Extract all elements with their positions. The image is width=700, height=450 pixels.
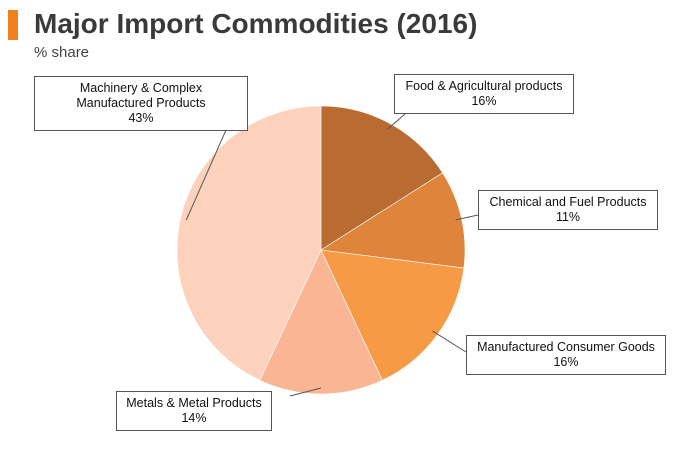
leader-line-chemical-fuel: [455, 214, 479, 221]
chart-title: Major Import Commodities (2016): [34, 8, 478, 39]
title-accent-bar: [8, 10, 18, 40]
slice-value-machinery: 43%: [128, 111, 154, 125]
slice-label-manufactured-consumer-goods: Manufactured Consumer Goods: [477, 340, 655, 354]
pie-slice-metals: [259, 249, 383, 395]
slice-label-chemical-fuel: Chemical and Fuel Products: [489, 195, 647, 209]
leader-line-metals: [289, 387, 322, 397]
slice-value-food-agricultural: 16%: [471, 94, 497, 108]
slice-value-manufactured-consumer-goods: 16%: [553, 355, 579, 369]
pie-slice-food-agricultural: [320, 105, 443, 251]
chart-subtitle: % share: [34, 44, 90, 61]
slice-label-machinery-line1: Machinery & Complex: [79, 81, 203, 95]
callout-chemical-fuel: Chemical and Fuel Products 11%: [478, 190, 658, 230]
slice-label-food-agricultural: Food & Agricultural products: [405, 79, 563, 93]
slice-label-metals: Metals & Metal Products: [126, 396, 262, 410]
callout-manufactured-consumer-goods: Manufactured Consumer Goods 16%: [466, 335, 666, 375]
slice-value-chemical-fuel: 11%: [555, 210, 581, 224]
pie-slice-machinery: [176, 105, 322, 381]
slice-value-metals: 14%: [181, 411, 207, 425]
callout-food-agricultural: Food & Agricultural products 16%: [394, 74, 574, 114]
callout-metals: Metals & Metal Products 14%: [116, 391, 272, 431]
leader-line-manufactured-consumer-goods: [432, 330, 467, 353]
slice-label-machinery-line2: Manufactured Products: [76, 96, 206, 110]
callout-machinery: Machinery & Complex Manufactured Product…: [34, 76, 248, 131]
